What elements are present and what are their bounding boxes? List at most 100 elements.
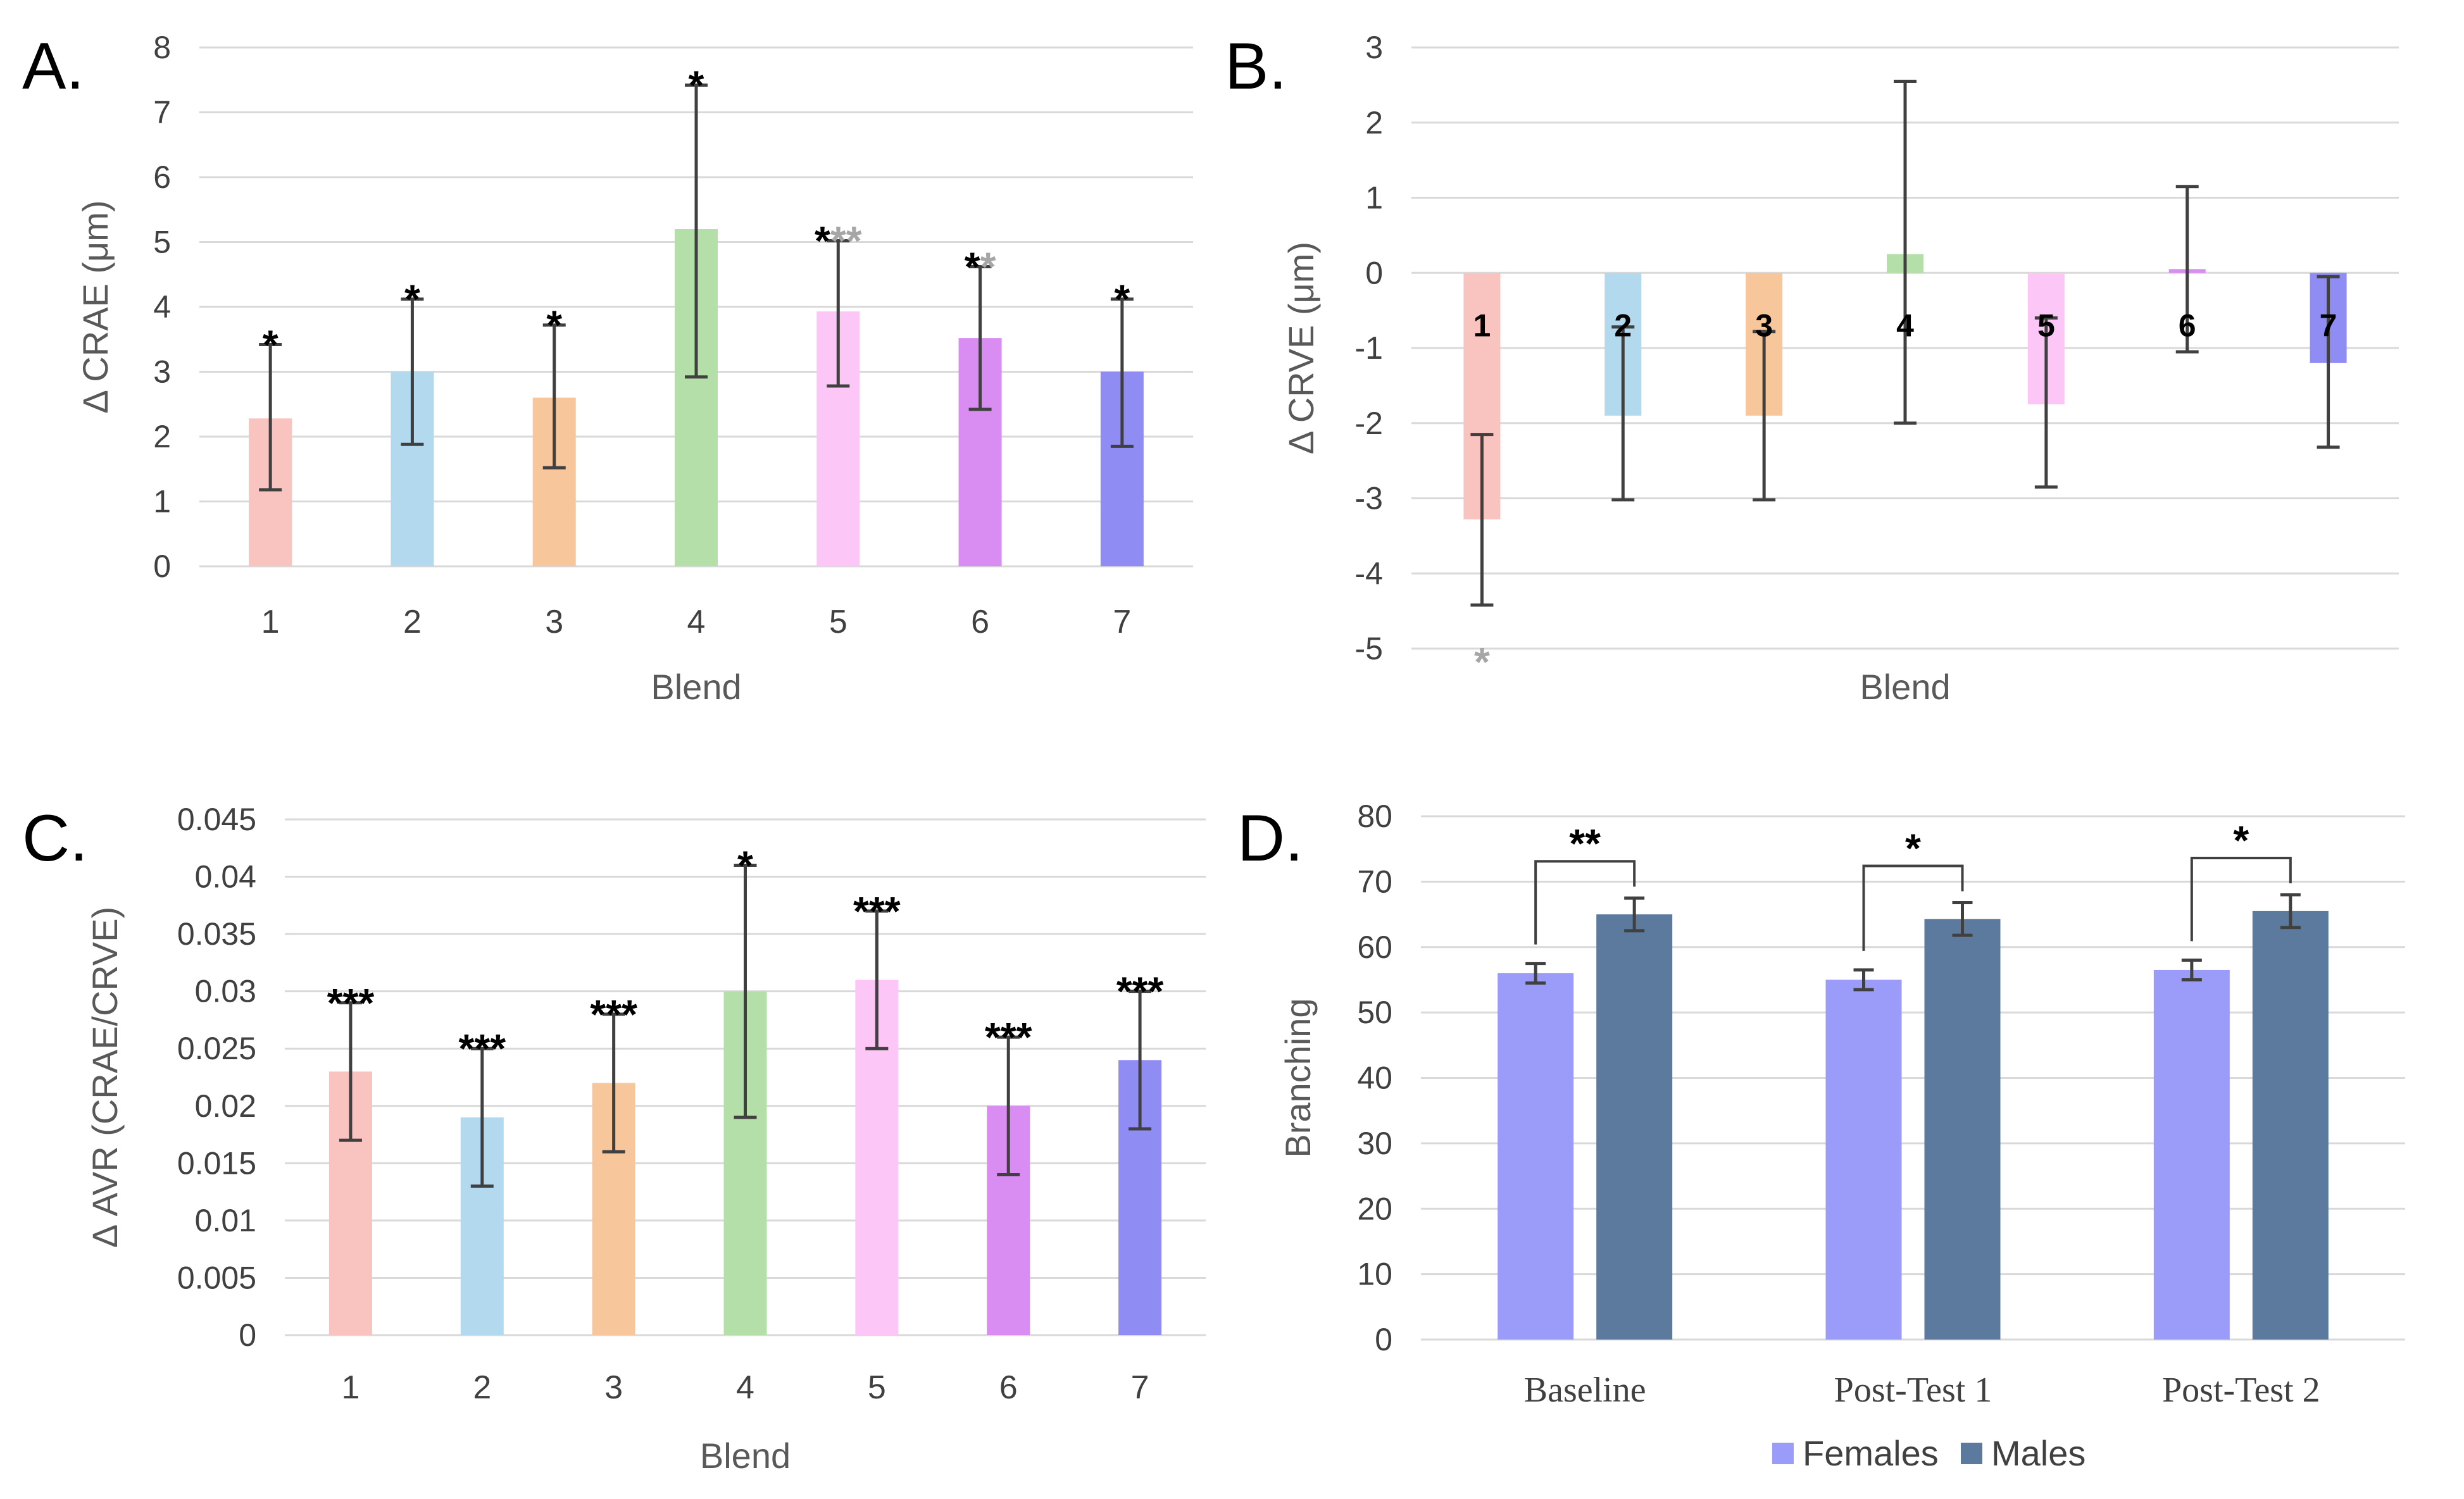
bar-label: 4	[1896, 308, 1914, 343]
y-tick-label: 1	[1365, 180, 1383, 216]
y-tick-label: -5	[1355, 631, 1383, 666]
y-tick-label: 50	[1357, 995, 1392, 1030]
x-tick-label: 7	[1131, 1369, 1149, 1406]
x-tick-label: 2	[473, 1369, 491, 1406]
x-axis-title: Blend	[1860, 667, 1950, 707]
x-axis-title: Blend	[651, 667, 741, 707]
x-tick-label: 4	[687, 604, 706, 640]
significance-marker: *	[1905, 825, 1921, 871]
y-tick-label: 3	[153, 354, 171, 390]
significance-star: ***	[985, 1014, 1032, 1060]
y-tick-label: -1	[1355, 330, 1383, 366]
significance-marker: ***	[590, 992, 637, 1037]
significance-marker: ***	[985, 1014, 1032, 1060]
y-tick-label: 4	[153, 289, 171, 325]
significance-star: *	[980, 244, 996, 289]
y-tick-label: 0.03	[195, 974, 256, 1009]
significance-star: ***	[327, 980, 375, 1026]
y-tick-label: 0.02	[195, 1088, 256, 1124]
bar-label: 2	[1614, 308, 1632, 343]
y-tick-label: 1	[153, 484, 171, 519]
panel-label: A.	[22, 30, 84, 103]
y-tick-label: -4	[1355, 556, 1383, 591]
significance-star: *	[404, 277, 420, 322]
x-tick-label: 6	[999, 1369, 1018, 1406]
significance-marker: ***	[853, 888, 901, 934]
y-tick-label: -2	[1355, 406, 1383, 441]
significance-marker: **	[1569, 821, 1601, 866]
x-tick-label: 5	[829, 604, 847, 640]
significance-marker: *	[1474, 639, 1490, 685]
significance-star: ***	[590, 992, 637, 1037]
significance-marker: *	[689, 62, 704, 108]
significance-star: *	[689, 62, 704, 108]
significance-marker: ***	[1116, 969, 1164, 1014]
bar-label: 5	[2037, 308, 2055, 343]
legend: Females Males	[1772, 1433, 2086, 1473]
panel-label: D.	[1237, 802, 1303, 875]
y-tick-label: 80	[1357, 799, 1392, 834]
y-tick-label: 0.01	[195, 1203, 256, 1238]
significance-star: *	[815, 218, 830, 263]
y-tick-label: 0.015	[177, 1145, 256, 1181]
y-axis-title: Δ AVR (CRAE/CRVE)	[85, 907, 125, 1248]
y-tick-label: 6	[153, 159, 171, 195]
significance-marker: *	[2233, 818, 2249, 863]
significance-star: **	[830, 218, 862, 263]
y-axis-title: Branching	[1278, 998, 1318, 1157]
legend-swatch	[1772, 1443, 1794, 1464]
y-tick-label: 0	[1365, 255, 1383, 290]
x-tick-label: 1	[261, 604, 280, 640]
y-tick-label: 40	[1357, 1060, 1392, 1096]
significance-marker: ***	[815, 218, 862, 263]
significance-star: ***	[1116, 969, 1164, 1014]
y-tick-label: 0.045	[177, 802, 256, 837]
y-tick-label: 0	[153, 549, 171, 584]
x-tick-label: 5	[868, 1369, 886, 1406]
x-tick-label: 3	[604, 1369, 623, 1406]
significance-marker: *	[263, 321, 278, 367]
significance-star: ***	[458, 1026, 506, 1071]
x-tick-label: 7	[1113, 604, 1131, 640]
panel-c: C. 0 0.005 0.01 0.015 0.02 0.025 0.03 0.035 0.04 0…	[22, 802, 1206, 1476]
y-tick-label: 0.005	[177, 1260, 256, 1295]
y-tick-label: 0	[1375, 1322, 1392, 1357]
significance-bracket	[1534, 860, 1636, 945]
y-tick-label: 20	[1357, 1191, 1392, 1226]
legend-label: Males	[1991, 1433, 2086, 1473]
bar-males	[1924, 919, 2001, 1340]
bar-males	[2252, 911, 2329, 1340]
significance-star: *	[263, 321, 278, 367]
y-tick-label: 8	[153, 30, 171, 65]
panel-b: B. -5 -4 -3 -2 -1 0 1 2 3 Δ CRVE (μm) Blend 1 * 2 3 4 5 6 7	[1225, 30, 2399, 707]
y-tick-label: 3	[1365, 30, 1383, 65]
significance-marker: *	[1114, 277, 1130, 322]
y-axis-title: Δ CRVE (μm)	[1281, 242, 1321, 454]
significance-star: ***	[853, 888, 901, 934]
significance-marker: ***	[458, 1026, 506, 1071]
x-tick-label: 4	[736, 1369, 754, 1406]
y-axis-title: Δ CRAE (μm)	[75, 200, 115, 413]
y-tick-label: 60	[1357, 930, 1392, 965]
x-axis-title: Blend	[700, 1436, 791, 1476]
bar-label: 6	[2179, 308, 2196, 343]
significance-marker: ***	[327, 980, 375, 1026]
significance-star: *	[1114, 277, 1130, 322]
bar-females	[2153, 969, 2230, 1340]
panel-label: C.	[22, 802, 88, 875]
y-tick-label: 5	[153, 225, 171, 260]
x-tick-label: 1	[341, 1369, 360, 1406]
x-tick-label: Post-Test 2	[2162, 1371, 2320, 1410]
y-tick-label: 7	[153, 95, 171, 130]
x-tick-label: Baseline	[1524, 1371, 1646, 1410]
y-tick-label: 0.035	[177, 916, 256, 952]
significance-star: *	[965, 244, 980, 289]
bar-females	[1498, 973, 1574, 1340]
panel-label: B.	[1225, 30, 1287, 103]
significance-marker: *	[737, 842, 753, 888]
y-tick-label: -3	[1355, 481, 1383, 516]
x-tick-label: 2	[403, 604, 422, 640]
significance-star: *	[737, 842, 753, 888]
bar-males	[1596, 914, 1673, 1340]
